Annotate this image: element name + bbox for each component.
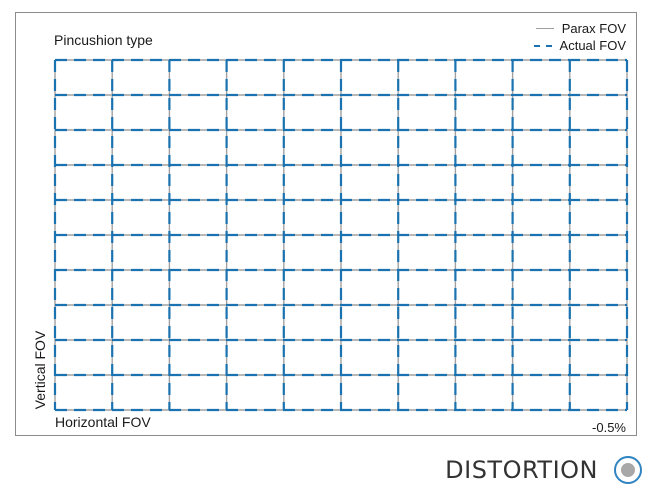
x-axis-label: Horizontal FOV: [55, 414, 151, 430]
legend-label-actual: Actual FOV: [559, 38, 626, 53]
target-circle-icon[interactable]: [614, 456, 642, 484]
solid-line-swatch: [535, 28, 554, 29]
legend-item-parax: Parax FOV: [534, 20, 626, 37]
legend: Parax FOV Actual FOV: [533, 20, 626, 54]
actual-grid: [53, 58, 629, 412]
legend-item-actual: Actual FOV: [533, 37, 626, 54]
distortion-caption: DISTORTION: [445, 456, 598, 484]
dashed-line-swatch: [533, 44, 552, 47]
y-axis-label: Vertical FOV: [32, 330, 48, 410]
legend-label-parax: Parax FOV: [561, 21, 626, 36]
diagram-frame: [15, 12, 637, 436]
grid-title: Pincushion type: [54, 32, 153, 48]
distortion-value: -0.5%: [592, 420, 626, 435]
